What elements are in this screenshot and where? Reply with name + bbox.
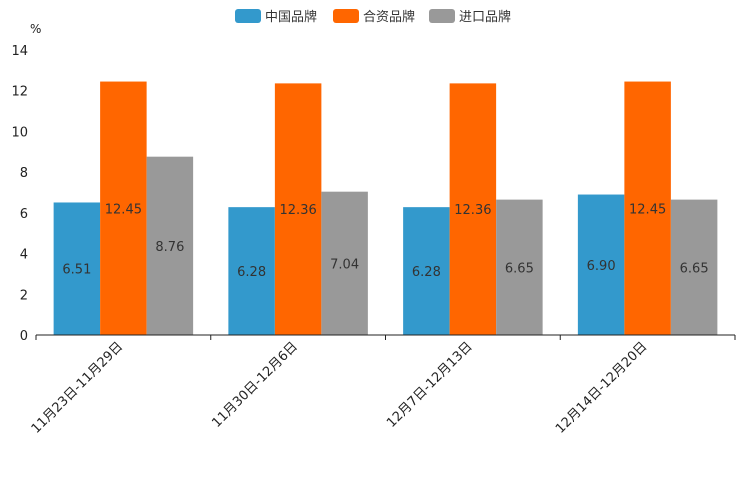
bar-2-0: [146, 156, 194, 335]
bar-value-label: 7.04: [330, 257, 359, 272]
y-tick-label: 0: [20, 329, 28, 344]
bar-1-1: [274, 83, 322, 335]
x-category-label: 12月14日-12月20日: [553, 339, 650, 436]
bar-2-2: [496, 199, 543, 335]
bar-value-label: 6.65: [505, 261, 534, 276]
bar-value-label: 6.90: [587, 259, 616, 274]
bar-0-1: [228, 207, 275, 335]
bar-2-1: [321, 191, 368, 335]
bars: 6.51 12.45 8.76 6.28 12.36 7.04 6.28 12.36 6.65 6…: [53, 81, 718, 335]
legend-label-0: 中国品牌: [265, 9, 317, 25]
bar-0-2: [403, 207, 450, 335]
bar-1-2: [449, 83, 497, 335]
legend: 中国品牌 合资品牌 进口品牌: [235, 9, 511, 25]
y-tick-label: 2: [20, 288, 28, 303]
y-tick-label: 4: [20, 248, 28, 263]
y-tick-label: 8: [20, 166, 28, 181]
bar-1-3: [624, 81, 671, 335]
bar-value-label: 6.51: [62, 263, 91, 278]
bar-value-label: 12.45: [105, 202, 142, 217]
x-category-label: 11月23日-11月29日: [29, 339, 126, 436]
legend-swatch-2: [429, 9, 455, 23]
bar-0-3: [577, 194, 625, 335]
bar-value-label: 12.36: [280, 203, 317, 218]
x-axis: 11月23日-11月29日 11月30日-12月6日 12月7日-12月13日 12月…: [29, 334, 736, 437]
bar-1-0: [100, 81, 147, 335]
legend-label-2: 进口品牌: [459, 9, 511, 25]
bar-value-label: 12.45: [629, 202, 666, 217]
bar-0-0: [53, 202, 101, 335]
x-category-label: 12月7日-12月13日: [384, 339, 476, 431]
bar-value-label: 12.36: [454, 203, 491, 218]
legend-label-1: 合资品牌: [363, 9, 415, 25]
legend-swatch-0: [235, 9, 261, 23]
x-category-label: 11月30日-12月6日: [209, 339, 301, 431]
y-tick-label: 6: [20, 207, 28, 222]
y-axis-unit-label: %: [30, 22, 41, 36]
y-tick-label: 14: [11, 44, 28, 59]
y-tick-label: 12: [11, 85, 28, 100]
bar-value-label: 6.28: [412, 265, 441, 280]
y-axis: 0 2 4 6 8 10 12 14: [11, 44, 28, 344]
bar-value-label: 6.65: [680, 261, 709, 276]
legend-swatch-1: [333, 9, 359, 23]
bar-value-label: 8.76: [155, 240, 184, 255]
bar-value-label: 6.28: [237, 265, 266, 280]
bar-2-3: [670, 199, 718, 335]
y-tick-label: 10: [11, 125, 28, 140]
